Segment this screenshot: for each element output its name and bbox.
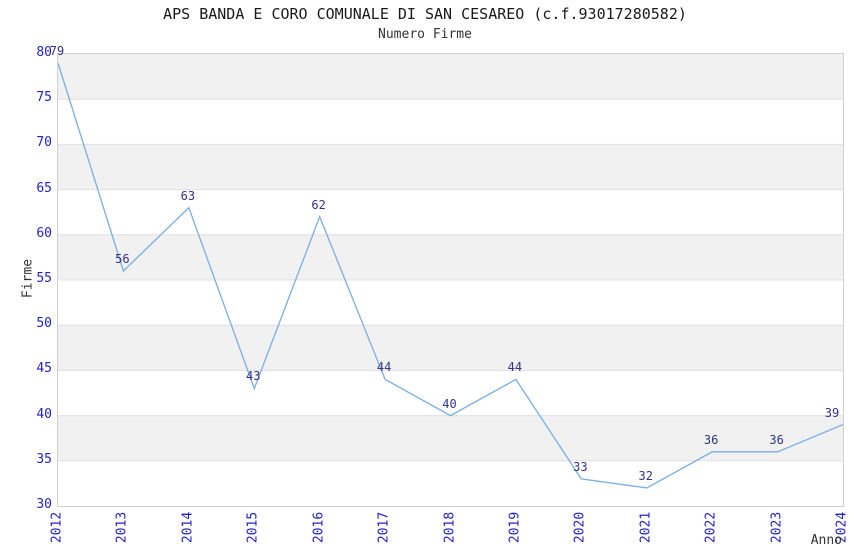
background-band (58, 54, 843, 100)
point-label: 79 (49, 44, 65, 59)
x-tick-label: 2016 (311, 511, 327, 544)
x-tick-label: 2014 (180, 511, 196, 544)
plot-area (57, 53, 844, 507)
x-axis-label: Anno (810, 533, 842, 548)
line-series-svg (58, 54, 843, 489)
y-tick-label: 45 (36, 361, 52, 377)
x-tick-label: 2023 (769, 511, 785, 544)
x-tick-label: 2018 (442, 511, 457, 544)
x-tick-label: 2012 (49, 511, 65, 544)
point-label: 40 (442, 396, 457, 411)
point-label: 44 (507, 360, 523, 375)
chart-subtitle: Numero Firme (378, 27, 472, 42)
x-tick-label: 2021 (638, 511, 654, 544)
point-label: 36 (703, 432, 719, 447)
point-label: 62 (311, 197, 326, 212)
x-tick-label: 2013 (114, 511, 130, 544)
point-label: 63 (180, 188, 196, 203)
y-tick-label: 75 (36, 90, 52, 106)
y-tick-label: 60 (36, 225, 52, 241)
y-tick-label: 65 (36, 180, 52, 196)
background-band (58, 234, 843, 280)
background-band (58, 144, 843, 190)
point-label: 56 (115, 251, 130, 266)
data-line (58, 62, 843, 489)
x-tick-label: 2015 (245, 511, 261, 544)
background-band (58, 325, 843, 371)
x-tick-label: 2020 (572, 511, 588, 544)
y-tick-label: 55 (36, 271, 52, 286)
point-label: 32 (638, 468, 653, 483)
chart-title: APS BANDA E CORO COMUNALE DI SAN CESAREO… (163, 5, 687, 23)
x-tick-label: 2022 (703, 511, 719, 544)
point-label: 36 (769, 432, 784, 447)
y-tick-label: 35 (36, 451, 52, 467)
y-tick-label: 70 (36, 135, 52, 151)
background-band (58, 415, 843, 461)
y-tick-label: 30 (36, 497, 52, 512)
y-tick-label: 80 (36, 45, 52, 60)
point-label: 43 (246, 369, 261, 384)
x-tick-label: 2019 (507, 511, 523, 544)
y-tick-label: 40 (36, 406, 52, 422)
point-label: 44 (376, 360, 392, 375)
y-tick-label: 50 (36, 316, 52, 332)
x-tick-label: 2017 (376, 511, 392, 544)
point-label: 33 (573, 459, 588, 474)
point-label: 39 (824, 405, 840, 420)
